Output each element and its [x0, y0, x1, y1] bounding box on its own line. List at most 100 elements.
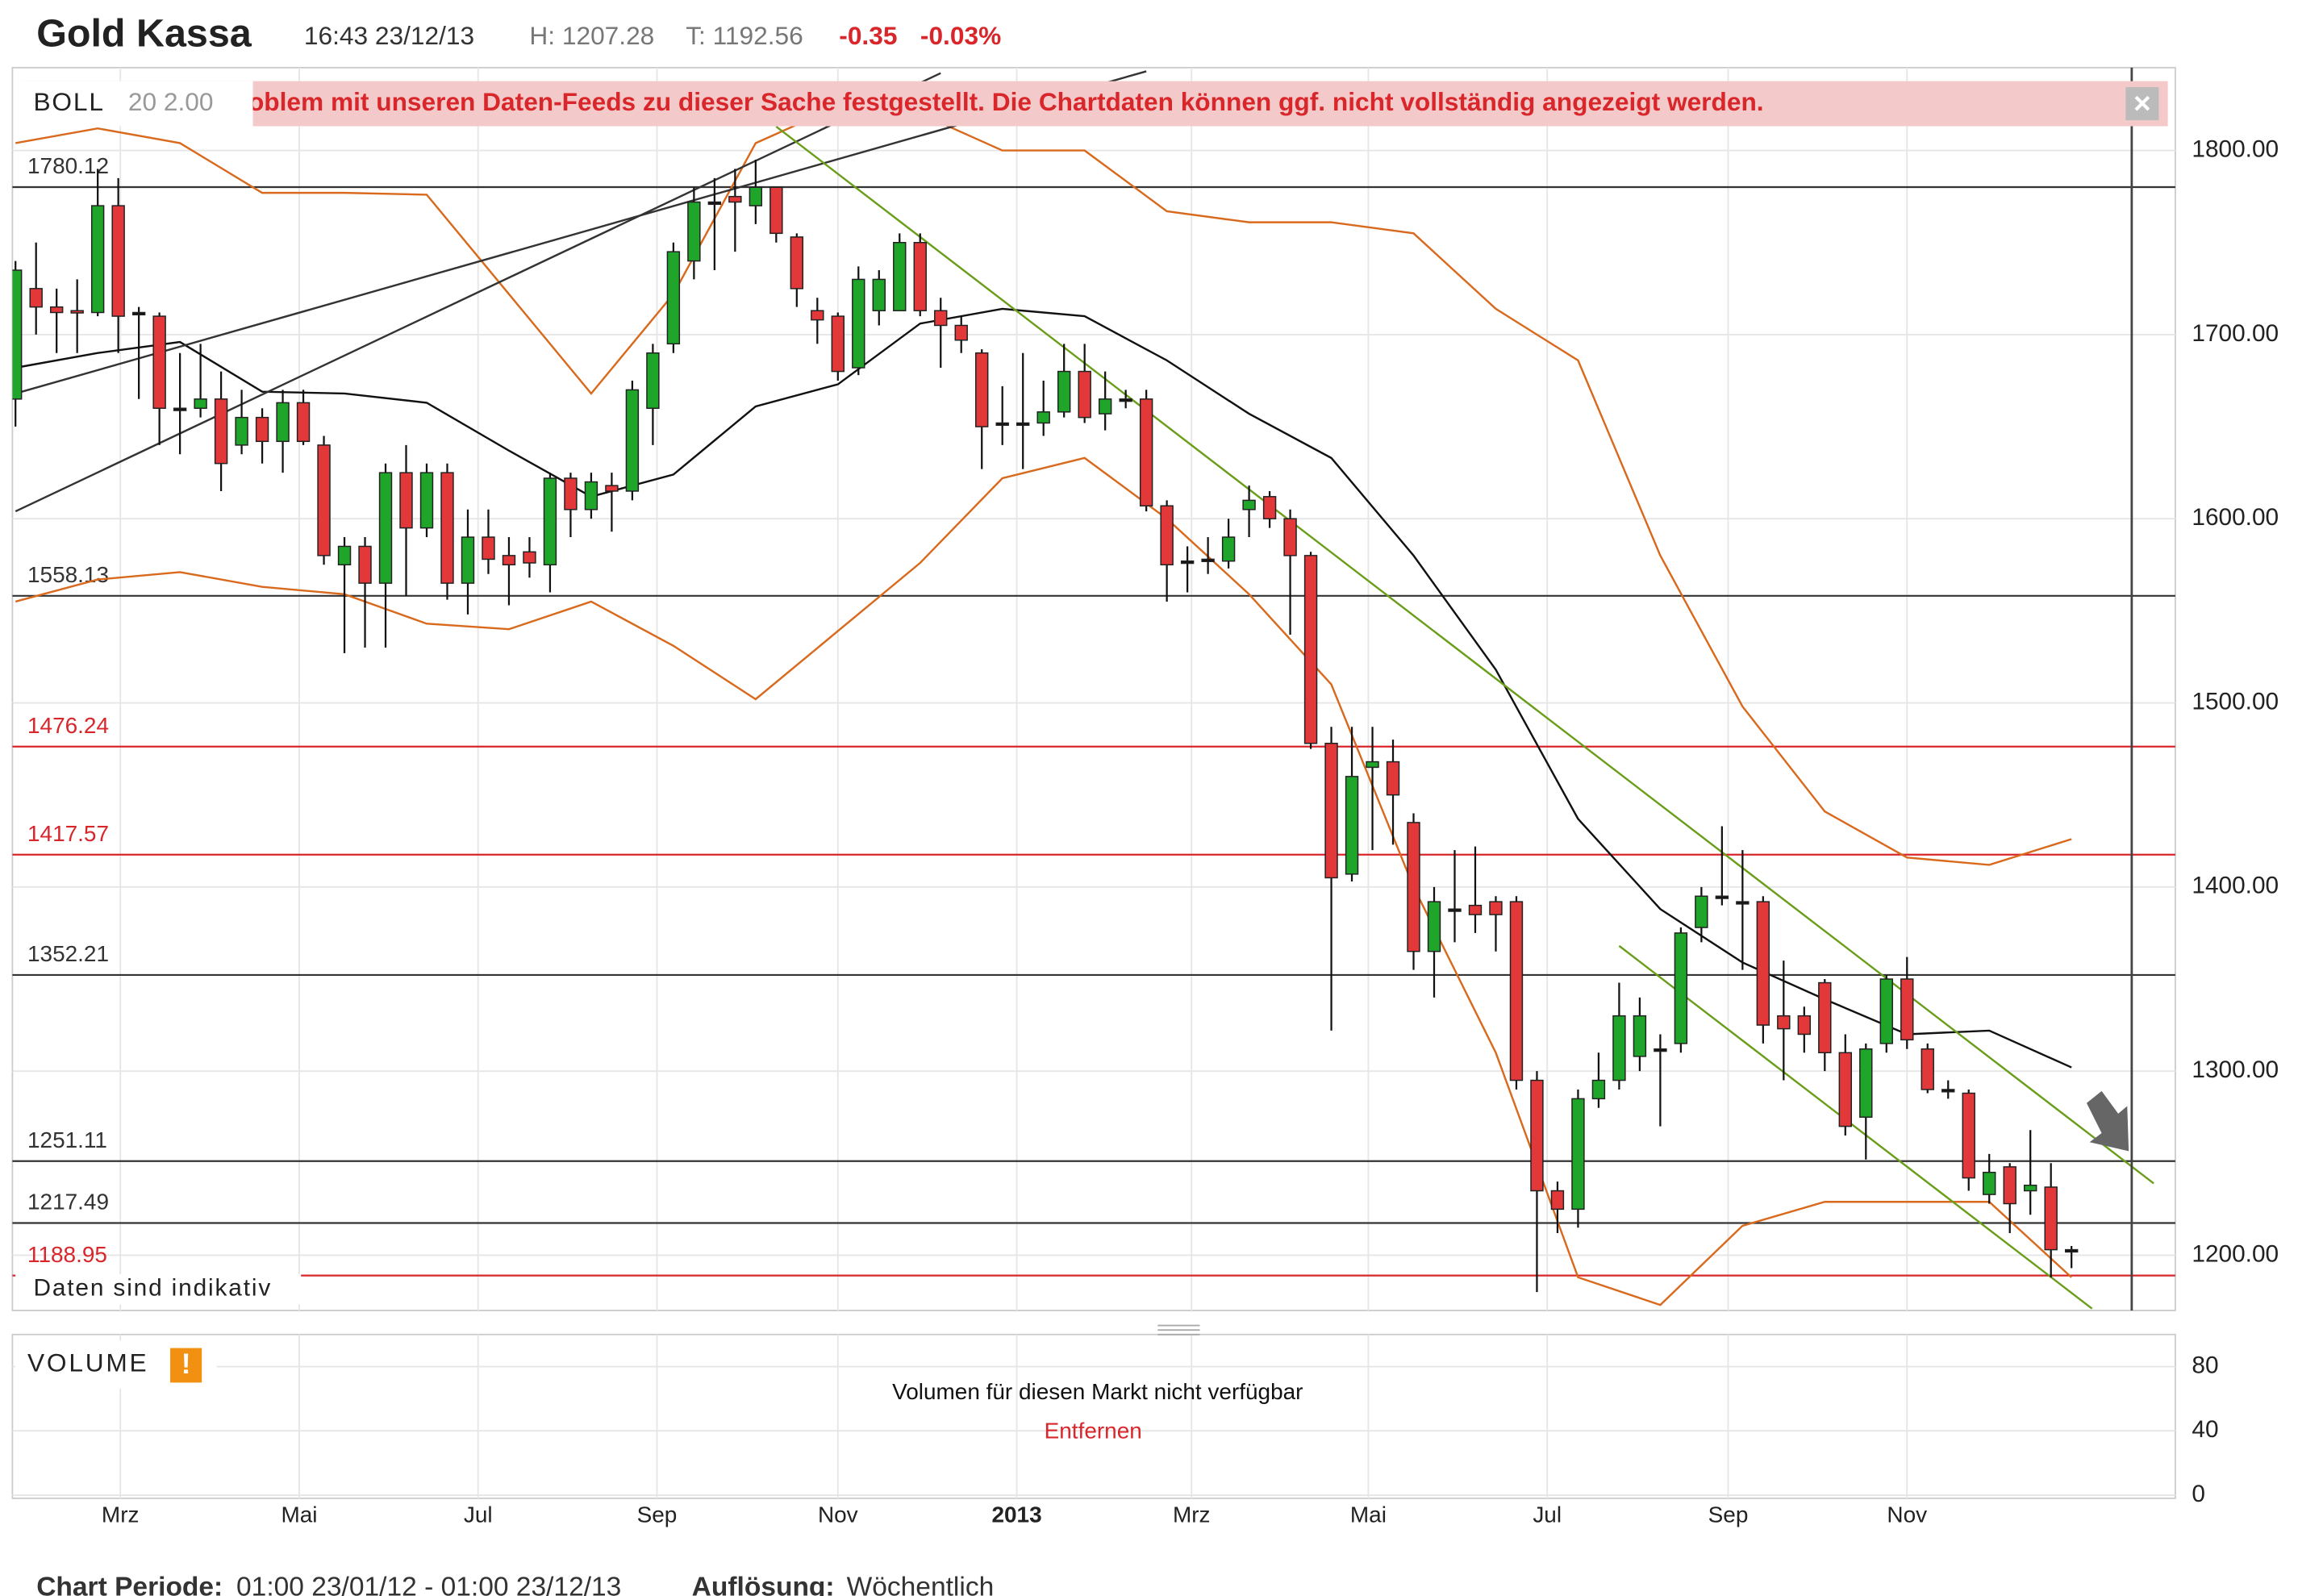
candle-body: [1366, 760, 1379, 769]
candle-body: [646, 352, 660, 409]
x-tick-label: 2013: [991, 1502, 1041, 1527]
y-tick-label: 1300.00: [2192, 1056, 2279, 1083]
candle-body: [173, 407, 187, 411]
candle-body: [1777, 1015, 1791, 1030]
remove-link[interactable]: Entfernen: [1045, 1418, 1142, 1443]
x-tick-label: Mrz: [102, 1502, 140, 1527]
candle-body: [687, 201, 701, 262]
indicator-box: [21, 81, 253, 127]
candle-body: [399, 472, 413, 529]
volume-message: Volumen für diesen Markt nicht verfügbar: [892, 1379, 1303, 1404]
indicator-params: 20 2.00: [128, 87, 214, 116]
candle-body: [111, 205, 125, 317]
candle-body: [1654, 1048, 1667, 1052]
volume-tick-label: 80: [2192, 1352, 2218, 1378]
candle-body: [1941, 1089, 1955, 1093]
candle-body: [152, 315, 166, 409]
candle-body: [523, 551, 536, 564]
candle-body: [1345, 776, 1359, 875]
candle-body: [1303, 555, 1318, 744]
candle-body: [1036, 411, 1050, 424]
volume-title: VOLUME: [27, 1348, 148, 1377]
candle-body: [1201, 558, 1215, 562]
close-icon[interactable]: ×: [2133, 85, 2151, 119]
candle-body: [1262, 496, 1277, 519]
candle-body: [1180, 560, 1195, 565]
y-tick-label: 1400.00: [2192, 873, 2279, 899]
candle-body: [1695, 895, 1708, 928]
arrow-icon: [2086, 1090, 2129, 1152]
change: -0.35: [839, 21, 897, 50]
candle-body: [1879, 978, 1893, 1044]
bollinger-band: [15, 307, 2072, 1069]
warning-banner: [21, 81, 2168, 127]
x-tick-label: Jul: [464, 1502, 493, 1527]
x-tick-label: Nov: [1887, 1502, 1927, 1527]
volume-tick-label: 0: [2192, 1481, 2205, 1507]
level-label: 1476.24: [27, 713, 109, 738]
candle-body: [1797, 1015, 1812, 1036]
candle-body: [1715, 895, 1729, 899]
candle-body: [1242, 499, 1256, 510]
y-tick-label: 1600.00: [2192, 504, 2279, 531]
candle-body: [1160, 505, 1174, 566]
x-tick-label: Mrz: [1173, 1502, 1211, 1527]
low: T: 1192.56: [686, 21, 803, 50]
candle-body: [194, 398, 207, 409]
candle-body: [419, 472, 434, 529]
candle-body: [934, 310, 948, 327]
warning-text: oblem mit unseren Daten-Feeds zu dieser …: [248, 87, 1764, 116]
high: H: 1207.28: [529, 21, 654, 50]
candle-body: [358, 545, 372, 584]
candle-body: [1550, 1190, 1565, 1211]
candle-body: [1818, 981, 1832, 1054]
level-label: 1558.13: [27, 562, 109, 587]
candle-body: [666, 251, 681, 345]
candle-body: [749, 186, 763, 206]
candle-body: [1489, 901, 1503, 915]
volume-tick-label: 40: [2192, 1416, 2218, 1443]
x-tick-label: Mai: [281, 1502, 317, 1527]
candle-body: [12, 269, 23, 400]
candle-body: [811, 310, 824, 321]
candle-body: [214, 398, 228, 465]
candle-body: [29, 288, 43, 308]
level-label: 1217.49: [27, 1190, 109, 1215]
candle-body: [769, 186, 783, 235]
title: Gold Kassa: [36, 12, 252, 56]
candle-body: [1571, 1098, 1585, 1211]
candle-body: [790, 236, 804, 290]
candle-body: [913, 242, 927, 311]
candle-body: [235, 416, 248, 446]
candle-body: [1386, 760, 1400, 796]
trendline: [775, 125, 2154, 1185]
period: 01:00 23/01/12 - 01:00 23/12/13: [236, 1573, 621, 1596]
candle-body: [1674, 932, 1688, 1044]
level-label: 1780.12: [27, 153, 109, 178]
warning-icon[interactable]: [170, 1348, 202, 1383]
y-tick-label: 1500.00: [2192, 688, 2279, 715]
trendline: [15, 72, 941, 513]
candle-body: [1119, 398, 1132, 402]
candle-body: [564, 477, 578, 510]
warning-icon-mark[interactable]: !: [181, 1348, 191, 1380]
candle-body: [90, 205, 105, 314]
candle-body: [49, 306, 64, 314]
plot-frame: [11, 66, 2176, 1311]
note-box: [15, 1274, 302, 1305]
candle-body: [255, 416, 269, 443]
candle-body: [1756, 901, 1770, 1026]
candle-body: [461, 536, 475, 584]
candle-body: [605, 485, 619, 492]
candle-body: [1078, 370, 1091, 419]
x-tick-label: Sep: [637, 1502, 678, 1527]
candle-body: [337, 545, 352, 566]
candle-body: [954, 324, 968, 341]
candle-body: [2044, 1186, 2058, 1251]
candle-body: [1448, 908, 1462, 912]
candle-body: [1612, 1015, 1626, 1081]
close-button[interactable]: [2125, 87, 2159, 121]
x-tick-label: Sep: [1708, 1502, 1749, 1527]
